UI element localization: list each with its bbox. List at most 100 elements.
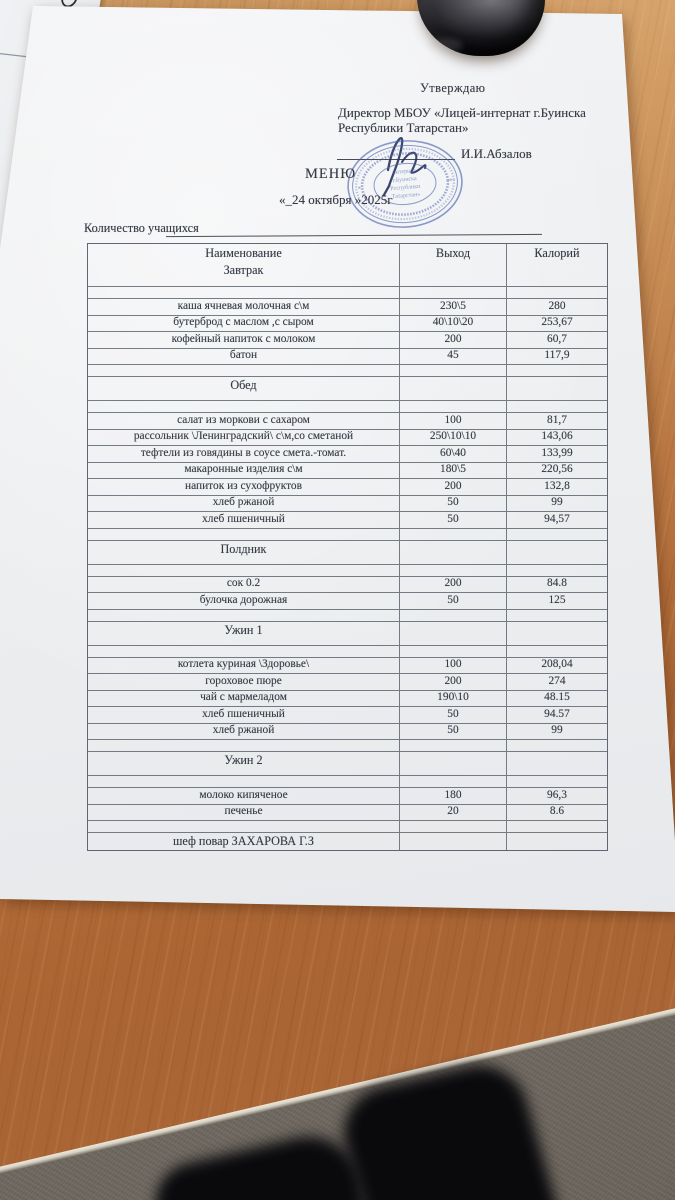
calories: 133,99 (506, 446, 607, 462)
dish-name (88, 287, 399, 298)
portion-out (399, 540, 506, 564)
portion-out: 200 (399, 332, 506, 348)
menu-item-row: печенье 20 8.6 (88, 803, 607, 820)
menu-title: МЕНЮ (305, 166, 357, 182)
dish-name (88, 740, 399, 751)
menu-table: Наименование Выход Калорий Завтрак каша я… (87, 243, 608, 851)
menu-item-row: макаронные изделия с\м 180\5 220,56 (88, 461, 607, 478)
menu-table-body: Завтрак каша ячневая молочная с\м 230\5 280… (88, 262, 607, 850)
calories (506, 645, 607, 657)
dish-name: напиток из сухофруктов (184, 479, 302, 492)
dish-name: кофейный напиток с молоком (171, 332, 316, 345)
calories (506, 821, 607, 832)
calories: 253,67 (506, 315, 607, 331)
portion-out: 200 (399, 674, 506, 690)
dish-name: Ужин 1 (224, 622, 263, 637)
calories: 8.6 (506, 804, 607, 820)
calories (506, 776, 607, 787)
stamp-text: Республики (390, 183, 421, 193)
dish-name: салат из моркови с сахаром (177, 413, 310, 426)
section-row: Ужин 2 (88, 751, 607, 775)
dish-name: шеф повар ЗАХАРОВА Г.З (173, 834, 314, 849)
menu-item-row: гороховое пюре 200 274 (88, 673, 607, 690)
spacer-row (88, 364, 607, 376)
calories (506, 609, 607, 621)
menu-item-row: котлета куриная \Здоровье\ 100 208,04 (88, 656, 607, 673)
calories: 96,3 (506, 788, 607, 804)
portion-out: 200 (399, 576, 506, 592)
portion-out (399, 833, 506, 850)
calories (506, 740, 607, 751)
portion-out: 200 (399, 479, 506, 495)
calories (506, 262, 607, 286)
spacer-row (88, 820, 607, 832)
calories (506, 287, 607, 298)
svg-text:*: * (449, 177, 454, 185)
stamp-text: г.Буинска (392, 176, 417, 184)
portion-out (399, 401, 506, 412)
dish-name: хлеб пшеничный (202, 512, 285, 525)
section-row: Завтрак (88, 262, 607, 286)
portion-out: 20 (399, 804, 506, 820)
calories: 94.57 (506, 707, 607, 723)
calories: 208,04 (506, 657, 607, 673)
section-row: Ужин 1 (88, 620, 607, 645)
calories: 81,7 (506, 413, 607, 429)
calories: 60,7 (506, 332, 607, 348)
section-row: Обед (88, 376, 607, 400)
portion-out: 190\10 (399, 690, 506, 706)
calories: 280 (506, 299, 607, 315)
calories: 132,8 (506, 479, 607, 495)
dish-name: тефтели из говядины в соусе смета.-томат… (140, 446, 347, 459)
dish-name (88, 646, 399, 657)
calories (506, 528, 607, 540)
menu-item-row: хлеб ржаной 50 99 (88, 494, 607, 511)
portion-out (399, 821, 506, 832)
calories: 94,57 (506, 512, 607, 528)
portion-out (399, 377, 506, 400)
column-header-calories: Калорий (506, 244, 607, 262)
calories (506, 564, 607, 576)
calories: 125 (506, 593, 607, 609)
dish-name: котлета куриная \Здоровье\ (177, 658, 310, 671)
portion-out (399, 528, 506, 540)
calories (506, 401, 607, 412)
menu-item-row: хлеб пшеничный 50 94,57 (88, 511, 607, 528)
calories: 220,56 (506, 462, 607, 478)
menu-item-row: сок 0.2 200 84.8 (88, 575, 607, 592)
portion-out (399, 564, 506, 576)
portion-out (399, 609, 506, 621)
calories (506, 365, 607, 376)
dish-name: Полдник (220, 541, 267, 556)
signer-name: И.И.Абзалов (461, 146, 532, 161)
portion-out: 50 (399, 512, 506, 528)
dish-name (88, 401, 399, 412)
dish-name: булочка дорожная (199, 593, 288, 606)
calories: 99 (506, 723, 607, 739)
menu-item-row: каша ячневая молочная с\м 230\5 280 (88, 298, 607, 315)
menu-item-row: батон 45 117,9 (88, 347, 607, 364)
spacer-row (88, 400, 607, 412)
menu-item-row: салат из моркови с сахаром 100 81,7 (88, 412, 607, 429)
spacer-row (88, 608, 607, 621)
svg-text:*: * (357, 185, 362, 193)
column-header-out: Выход (399, 244, 506, 262)
calories: 117,9 (506, 348, 607, 364)
spacer-row (88, 644, 607, 657)
portion-out (399, 287, 506, 298)
menu-item-row: молоко кипяченое 180 96,3 (88, 787, 607, 804)
students-count-blank-line (165, 220, 543, 238)
portion-out: 45 (399, 348, 506, 364)
spacer-row (88, 739, 607, 751)
portion-out: 60\40 (399, 446, 506, 462)
portion-out (399, 645, 506, 657)
dish-name (88, 821, 399, 832)
calories: 99 (506, 495, 607, 511)
dish-name (88, 529, 399, 540)
dish-name: рассольник \Ленинградский\ с\м,со сметан… (133, 430, 354, 443)
stamp-text: интернат (392, 168, 416, 176)
spacer-row (88, 775, 607, 787)
